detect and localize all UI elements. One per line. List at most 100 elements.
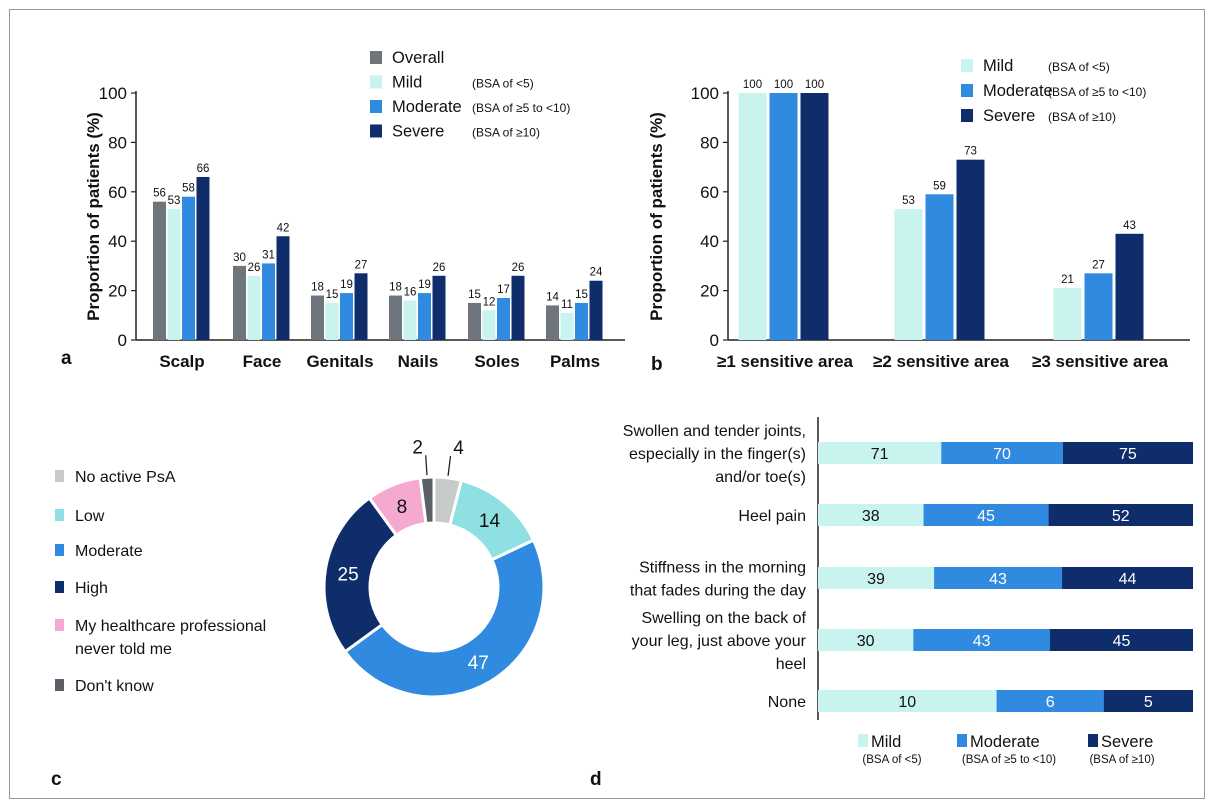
legend-label: Severe bbox=[1101, 733, 1153, 751]
legend-note: (BSA of ≥10) bbox=[1089, 754, 1154, 766]
bar-value-label: 11 bbox=[561, 299, 573, 311]
stacked-bar-segment bbox=[1048, 504, 1193, 526]
legend-swatch bbox=[858, 734, 868, 747]
x-category-label: Soles bbox=[474, 352, 519, 371]
x-category-label: Face bbox=[243, 352, 282, 371]
bar-value-label: 66 bbox=[197, 163, 210, 175]
bar-value-label: 15 bbox=[326, 289, 339, 301]
bar bbox=[894, 209, 923, 340]
legend-label: Mild bbox=[983, 57, 1013, 75]
bar bbox=[276, 236, 290, 340]
bar-value-label: 21 bbox=[1061, 274, 1074, 286]
legend-label: never told me bbox=[75, 641, 172, 658]
legend-note: (BSA of ≥5 to <10) bbox=[472, 101, 570, 115]
legend-swatch bbox=[957, 734, 967, 747]
bar-value-label: 100 bbox=[774, 79, 793, 91]
legend-label: Don't know bbox=[75, 678, 154, 695]
bar-value-label: 42 bbox=[277, 222, 290, 234]
bar bbox=[738, 93, 767, 340]
bar-value-label: 58 bbox=[182, 183, 195, 195]
legend-swatch bbox=[55, 581, 64, 593]
legend-label: Moderate bbox=[392, 98, 462, 116]
legend-label: Moderate bbox=[75, 543, 143, 560]
panel-label: b bbox=[651, 354, 663, 375]
x-category-label: Scalp bbox=[159, 352, 204, 371]
bar bbox=[233, 265, 246, 340]
legend-swatch bbox=[370, 75, 382, 89]
legend-label: High bbox=[75, 580, 108, 597]
stacked-bar-segment bbox=[1103, 690, 1193, 712]
y-tick-label: 20 bbox=[700, 282, 719, 301]
y-tick-label: 80 bbox=[108, 133, 127, 152]
bar-value-label: 19 bbox=[418, 279, 431, 291]
bar bbox=[1084, 273, 1113, 340]
bar bbox=[403, 300, 417, 340]
panel-a-bar-chart: 0 20 40 60 80 100 Proportion of patients (%) 56… bbox=[61, 49, 625, 371]
bar-value-label: 53 bbox=[168, 195, 181, 207]
y-axis-title: Proportion of patients (%) bbox=[647, 112, 666, 321]
bar-value-label: 17 bbox=[497, 284, 510, 296]
segment-value-label: 39 bbox=[867, 571, 885, 588]
panel-label: a bbox=[61, 348, 72, 369]
bar bbox=[153, 201, 166, 340]
bar-value-label: 19 bbox=[340, 279, 353, 291]
stacked-bar-segment bbox=[941, 442, 1063, 464]
bar bbox=[1053, 288, 1082, 340]
segment-value-label: 43 bbox=[973, 633, 991, 650]
stacked-bar-segment bbox=[934, 567, 1063, 589]
bar-value-label: 59 bbox=[933, 180, 946, 192]
legend-swatch bbox=[55, 470, 64, 482]
figure-border bbox=[9, 9, 1205, 799]
legend-swatch bbox=[55, 544, 64, 556]
slice-leader-line bbox=[447, 455, 452, 476]
category-label: heel bbox=[776, 656, 806, 673]
bar-value-label: 18 bbox=[311, 282, 324, 294]
donut-slice bbox=[342, 538, 546, 699]
stacked-bar-segment bbox=[1049, 629, 1193, 651]
bar-value-label: 15 bbox=[575, 289, 588, 301]
category-label: Swollen and tender joints, bbox=[623, 423, 806, 440]
segment-value-label: 10 bbox=[898, 694, 916, 711]
bar bbox=[482, 310, 496, 340]
x-category-label: ≥1 sensitive area bbox=[717, 352, 854, 371]
legend-label: Low bbox=[75, 508, 105, 525]
bar-value-label: 100 bbox=[805, 79, 824, 91]
slice-value-label: 2 bbox=[412, 437, 423, 458]
bar bbox=[800, 93, 829, 340]
bar-value-label: 53 bbox=[902, 195, 915, 207]
bar-value-label: 26 bbox=[433, 262, 446, 274]
legend-swatch bbox=[370, 124, 382, 138]
legend-label: No active PsA bbox=[75, 469, 176, 486]
bar bbox=[1115, 233, 1144, 340]
segment-value-label: 30 bbox=[857, 633, 875, 650]
category-label: and/or toe(s) bbox=[715, 469, 806, 486]
segment-value-label: 45 bbox=[1113, 633, 1131, 650]
bar-value-label: 56 bbox=[153, 188, 166, 200]
y-tick-label: 40 bbox=[108, 232, 127, 251]
segment-value-label: 75 bbox=[1119, 446, 1137, 463]
segment-value-label: 52 bbox=[1112, 508, 1130, 525]
legend-note: (BSA of ≥5 to <10) bbox=[962, 754, 1056, 766]
legend-label: Severe bbox=[983, 107, 1035, 125]
bar bbox=[325, 302, 339, 340]
bar bbox=[468, 302, 481, 340]
stacked-bar-segment bbox=[818, 442, 942, 464]
slice-value-label: 8 bbox=[397, 497, 408, 518]
legend-note: (BSA of ≥10) bbox=[1048, 110, 1116, 124]
bar-value-label: 12 bbox=[483, 296, 496, 308]
slice-value-label: 25 bbox=[338, 564, 359, 585]
bar-value-label: 27 bbox=[355, 259, 368, 271]
legend-swatch bbox=[55, 679, 64, 691]
legend-swatch bbox=[55, 619, 64, 631]
panel-label: c bbox=[51, 769, 62, 790]
bar bbox=[769, 93, 798, 340]
bar bbox=[182, 196, 195, 340]
x-category-label: Genitals bbox=[306, 352, 373, 371]
y-tick-label: 0 bbox=[118, 331, 127, 350]
legend-swatch bbox=[961, 84, 973, 97]
bar-value-label: 16 bbox=[404, 286, 417, 298]
legend-swatch bbox=[961, 59, 973, 72]
stacked-bar-segment bbox=[913, 629, 1050, 651]
